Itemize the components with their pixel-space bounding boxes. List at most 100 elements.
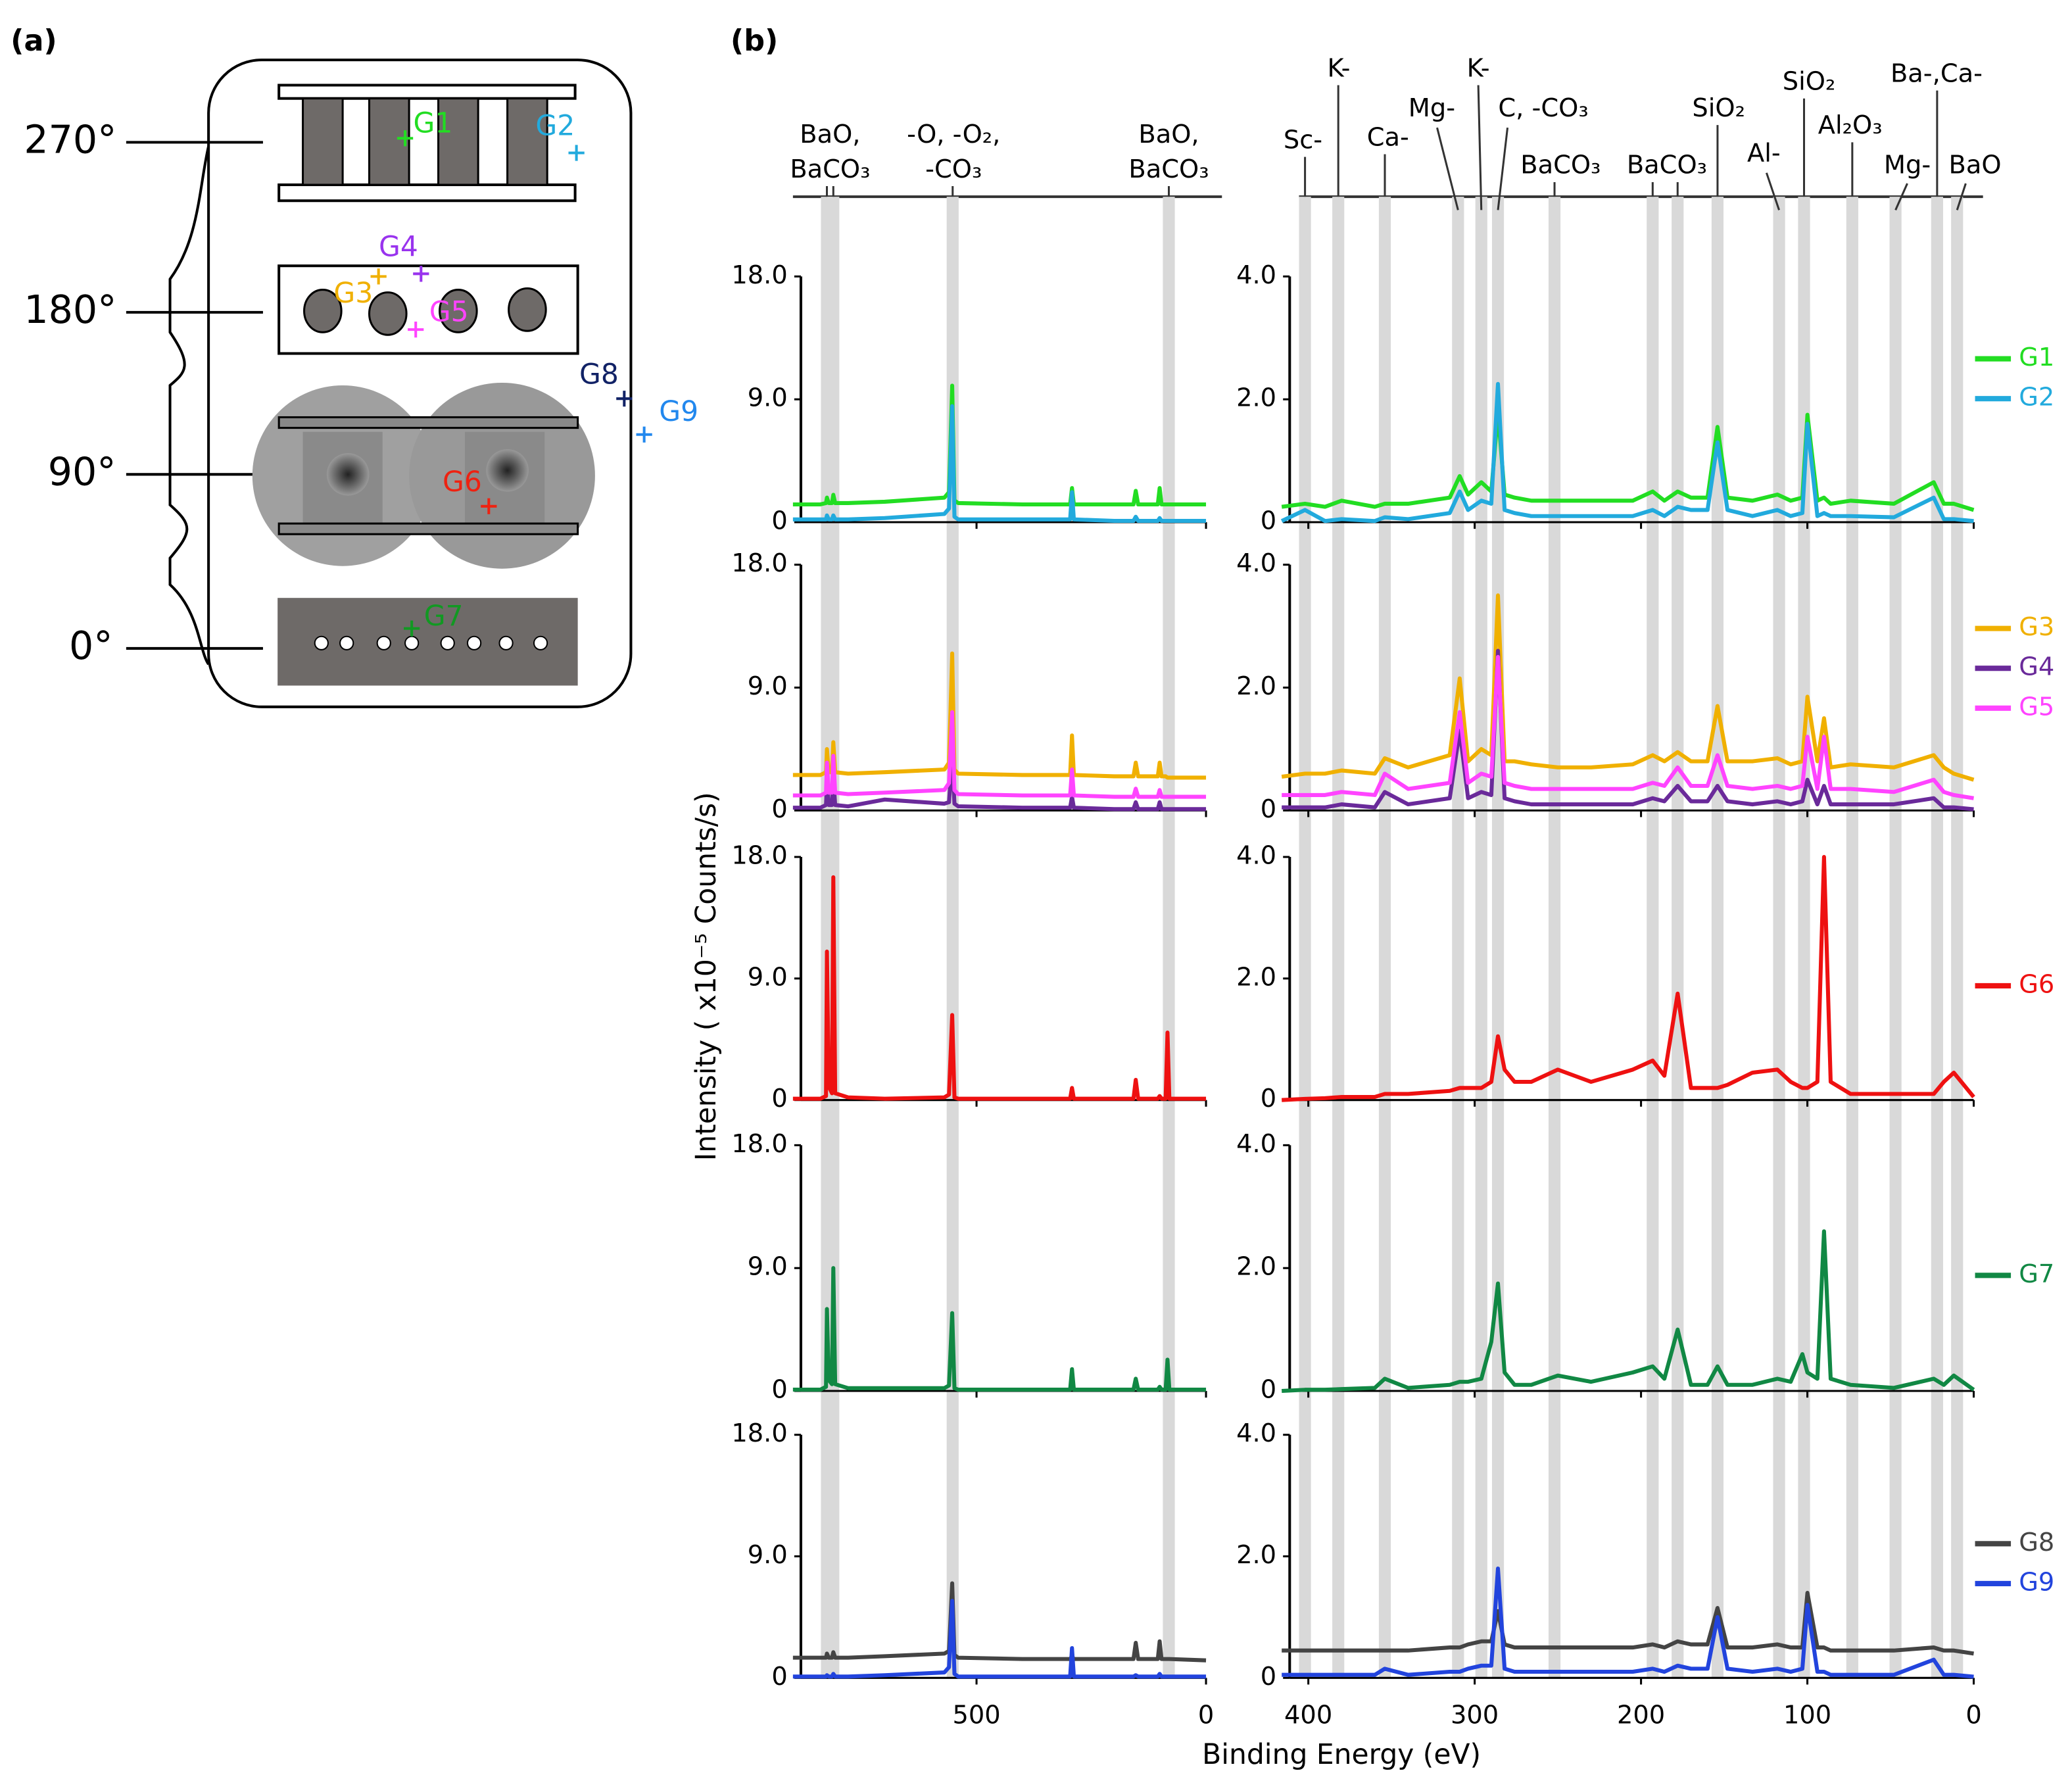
reference-label-line: Mg- xyxy=(1884,150,1931,180)
y-axis-title: Intensity ( x10⁻⁵ Counts/s) xyxy=(690,792,723,1161)
reference-label-line: Al- xyxy=(1747,138,1781,168)
x-axis-title: Binding Energy (eV) xyxy=(1202,1739,1481,1771)
spectrum-line xyxy=(1280,381,1974,523)
x-tick-label: 200 xyxy=(1617,1700,1665,1730)
reference-band xyxy=(1951,197,1964,1678)
y-tick-label: 4.0 xyxy=(1236,841,1276,871)
reference-label-line: -CO₃ xyxy=(925,154,982,183)
legend-label: G3 xyxy=(2019,612,2054,642)
panel-label: (b) xyxy=(731,24,778,58)
point-marker xyxy=(636,426,652,443)
reference-band xyxy=(1647,197,1659,1678)
reference-band xyxy=(1846,197,1858,1678)
bar xyxy=(277,183,577,203)
sample-diagram xyxy=(126,59,633,708)
reference-label: Ba-,Ca- xyxy=(1891,59,1983,88)
y-tick-label: 9.0 xyxy=(748,671,788,701)
y-tick-label: 2.0 xyxy=(1236,1540,1276,1570)
reference-band xyxy=(1773,197,1785,1678)
point-label: G4 xyxy=(379,231,418,263)
hole xyxy=(498,635,514,650)
y-tick-label: 0 xyxy=(1261,794,1276,824)
y-tick-label: 0 xyxy=(771,506,787,536)
reference-band xyxy=(1931,197,1943,1678)
spectrum-line xyxy=(1281,409,1975,512)
y-tick-label: 9.0 xyxy=(748,962,788,992)
point-label: G1 xyxy=(414,108,453,140)
point-marker xyxy=(408,322,424,338)
angle-label: 0° xyxy=(69,623,113,668)
reference-label: BaCO₃ xyxy=(1520,150,1601,180)
x-tick-label: 300 xyxy=(1451,1700,1499,1730)
point-marker xyxy=(397,130,414,147)
point-label: G3 xyxy=(333,278,373,310)
reference-label: BaO xyxy=(1949,150,2002,180)
point-label: G7 xyxy=(424,600,464,633)
reference-band xyxy=(1798,197,1810,1678)
y-tick-label: 9.0 xyxy=(748,1540,788,1570)
reference-band xyxy=(946,197,959,1678)
reference-label: Al- xyxy=(1747,138,1781,168)
reference-leader xyxy=(1894,183,1908,210)
y-tick-label: 2.0 xyxy=(1236,962,1276,992)
point-label: G9 xyxy=(659,396,698,428)
reference-label-line: BaCO₃ xyxy=(1128,154,1209,183)
hole xyxy=(533,635,548,650)
reference-label-line: -O, -O₂, xyxy=(907,120,1000,149)
legend-label: G8 xyxy=(2019,1528,2054,1557)
x-tick-label: 500 xyxy=(952,1700,1000,1730)
reference-label-line: C, -CO₃ xyxy=(1498,93,1588,122)
reference-leader xyxy=(1477,85,1483,210)
reference-band xyxy=(1548,197,1561,1678)
reference-band xyxy=(1452,197,1464,1678)
x-tick-label: 0 xyxy=(1198,1700,1214,1730)
y-tick-label: 9.0 xyxy=(748,383,788,413)
reference-label-line: BaCO₃ xyxy=(1627,150,1707,180)
reference-label-line: SiO₂ xyxy=(1783,66,1836,96)
reference-band xyxy=(1332,197,1345,1678)
y-tick-label: 0 xyxy=(771,1375,787,1405)
reference-band xyxy=(1672,197,1684,1678)
legend-label: G2 xyxy=(2019,383,2054,412)
y-tick-label: 18.0 xyxy=(731,1129,787,1159)
point-label: G2 xyxy=(535,110,575,143)
reference-label-line: BaO, xyxy=(800,120,860,149)
hole xyxy=(376,635,391,650)
reference-label: Al₂O₃ xyxy=(1818,110,1883,140)
y-tick-label: 18.0 xyxy=(731,841,787,871)
reference-band xyxy=(1163,197,1175,1678)
spectrum-line xyxy=(792,404,1207,523)
reference-label-line: SiO₂ xyxy=(1692,93,1745,122)
block xyxy=(506,97,548,186)
bar xyxy=(277,84,577,100)
hole xyxy=(466,635,482,650)
reference-label: Mg- xyxy=(1409,93,1455,122)
point-marker xyxy=(413,266,429,282)
reference-label: K- xyxy=(1328,53,1351,83)
point-label: G6 xyxy=(443,466,482,498)
legend-label: G9 xyxy=(2019,1567,2054,1597)
y-tick-label: 0 xyxy=(771,1662,787,1691)
reference-label: Mg- xyxy=(1884,150,1931,180)
y-tick-label: 9.0 xyxy=(748,1252,788,1282)
angle-label: 90° xyxy=(48,449,116,494)
spectrum-line xyxy=(1282,855,1975,1102)
y-tick-label: 2.0 xyxy=(1236,1252,1276,1282)
point-marker xyxy=(568,145,585,161)
spectrum-line xyxy=(792,1581,1207,1663)
angle-label: 180° xyxy=(24,287,116,332)
y-tick-label: 18.0 xyxy=(731,548,787,578)
reference-leader xyxy=(1765,172,1780,210)
point-marker xyxy=(370,268,387,285)
block xyxy=(437,97,479,186)
hole xyxy=(326,453,370,496)
legend-label: G6 xyxy=(2019,969,2054,999)
reference-label: C, -CO₃ xyxy=(1498,93,1588,122)
reference-band xyxy=(1299,197,1311,1678)
point-label: G8 xyxy=(579,358,619,391)
legend-label: G7 xyxy=(2019,1259,2054,1289)
spectrum-line xyxy=(792,1599,1207,1679)
y-tick-label: 4.0 xyxy=(1236,1129,1276,1159)
reference-band xyxy=(1711,197,1724,1678)
